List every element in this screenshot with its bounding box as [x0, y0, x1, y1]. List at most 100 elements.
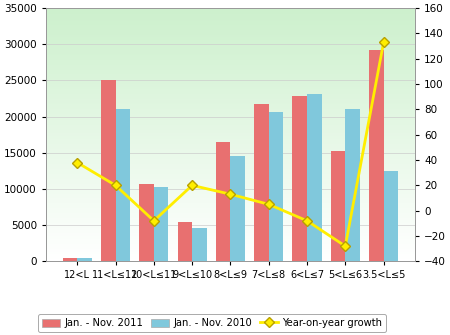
Bar [46, 85, 415, 87]
Bar [46, 160, 415, 161]
Bar [46, 131, 415, 132]
Bar [46, 159, 415, 160]
Bar [46, 136, 415, 137]
Bar [46, 40, 415, 41]
Bar [46, 23, 415, 24]
Bar [46, 11, 415, 12]
Bar [46, 32, 415, 34]
Bar [46, 71, 415, 73]
Bar [46, 123, 415, 125]
Bar [46, 193, 415, 194]
Bar [46, 106, 415, 107]
Bar [46, 18, 415, 19]
Bar [269, 112, 284, 261]
Bar [46, 209, 415, 211]
Bar [46, 157, 415, 159]
Bar [383, 171, 398, 261]
Legend: Jan. - Nov. 2011, Jan. - Nov. 2010, Year-on-year growth: Jan. - Nov. 2011, Jan. - Nov. 2010, Year… [38, 314, 386, 332]
Bar [46, 253, 415, 254]
Bar [230, 156, 245, 261]
Bar [46, 89, 415, 90]
Bar [46, 63, 415, 64]
Bar [46, 258, 415, 259]
Bar [46, 174, 415, 175]
Bar [46, 45, 415, 46]
Bar [46, 228, 415, 230]
Bar [46, 211, 415, 212]
Bar [178, 222, 192, 261]
Bar [46, 19, 415, 21]
Bar [46, 120, 415, 121]
Bar [46, 218, 415, 219]
Bar [46, 107, 415, 108]
Bar [46, 28, 415, 30]
Bar [46, 115, 415, 116]
Bar [46, 70, 415, 71]
Bar [46, 35, 415, 36]
Bar [46, 202, 415, 203]
Bar [46, 34, 415, 35]
Bar [46, 31, 415, 32]
Bar [46, 185, 415, 187]
Bar [345, 110, 360, 261]
Bar [46, 188, 415, 189]
Bar [46, 128, 415, 130]
Bar [46, 213, 415, 214]
Bar [46, 137, 415, 139]
Bar [46, 21, 415, 22]
Bar [46, 30, 415, 31]
Bar [46, 73, 415, 74]
Bar [46, 83, 415, 84]
Bar [46, 127, 415, 128]
Bar [46, 201, 415, 202]
Bar [101, 80, 116, 261]
Bar [46, 111, 415, 112]
Bar [46, 233, 415, 235]
Bar [46, 179, 415, 180]
Bar [46, 54, 415, 55]
Bar [46, 144, 415, 145]
Bar [46, 24, 415, 26]
Bar [46, 99, 415, 100]
Bar [46, 27, 415, 28]
Bar [46, 98, 415, 99]
Bar [46, 49, 415, 50]
Bar [46, 164, 415, 165]
Bar [46, 60, 415, 61]
Bar [46, 113, 415, 115]
Bar [46, 204, 415, 206]
Bar [307, 94, 322, 261]
Bar [46, 95, 415, 97]
Bar [46, 112, 415, 113]
Bar [46, 58, 415, 59]
Bar [46, 130, 415, 131]
Bar [46, 183, 415, 184]
Bar [46, 192, 415, 193]
Bar [140, 184, 154, 261]
Bar [369, 50, 383, 261]
Bar [46, 208, 415, 209]
Bar [46, 64, 415, 65]
Bar [46, 235, 415, 236]
Bar [46, 90, 415, 92]
Bar [46, 187, 415, 188]
Bar [216, 142, 230, 261]
Bar [292, 96, 307, 261]
Bar [46, 249, 415, 250]
Bar [46, 162, 415, 164]
Bar [46, 50, 415, 51]
Bar [46, 26, 415, 27]
Bar [46, 161, 415, 162]
Bar [46, 74, 415, 75]
Bar [46, 230, 415, 231]
Bar [46, 178, 415, 179]
Bar [46, 146, 415, 147]
Bar [46, 259, 415, 260]
Bar [46, 221, 415, 222]
Bar [46, 97, 415, 98]
Bar [46, 110, 415, 111]
Bar [46, 47, 415, 49]
Bar [46, 151, 415, 152]
Bar [46, 102, 415, 103]
Bar [46, 242, 415, 244]
